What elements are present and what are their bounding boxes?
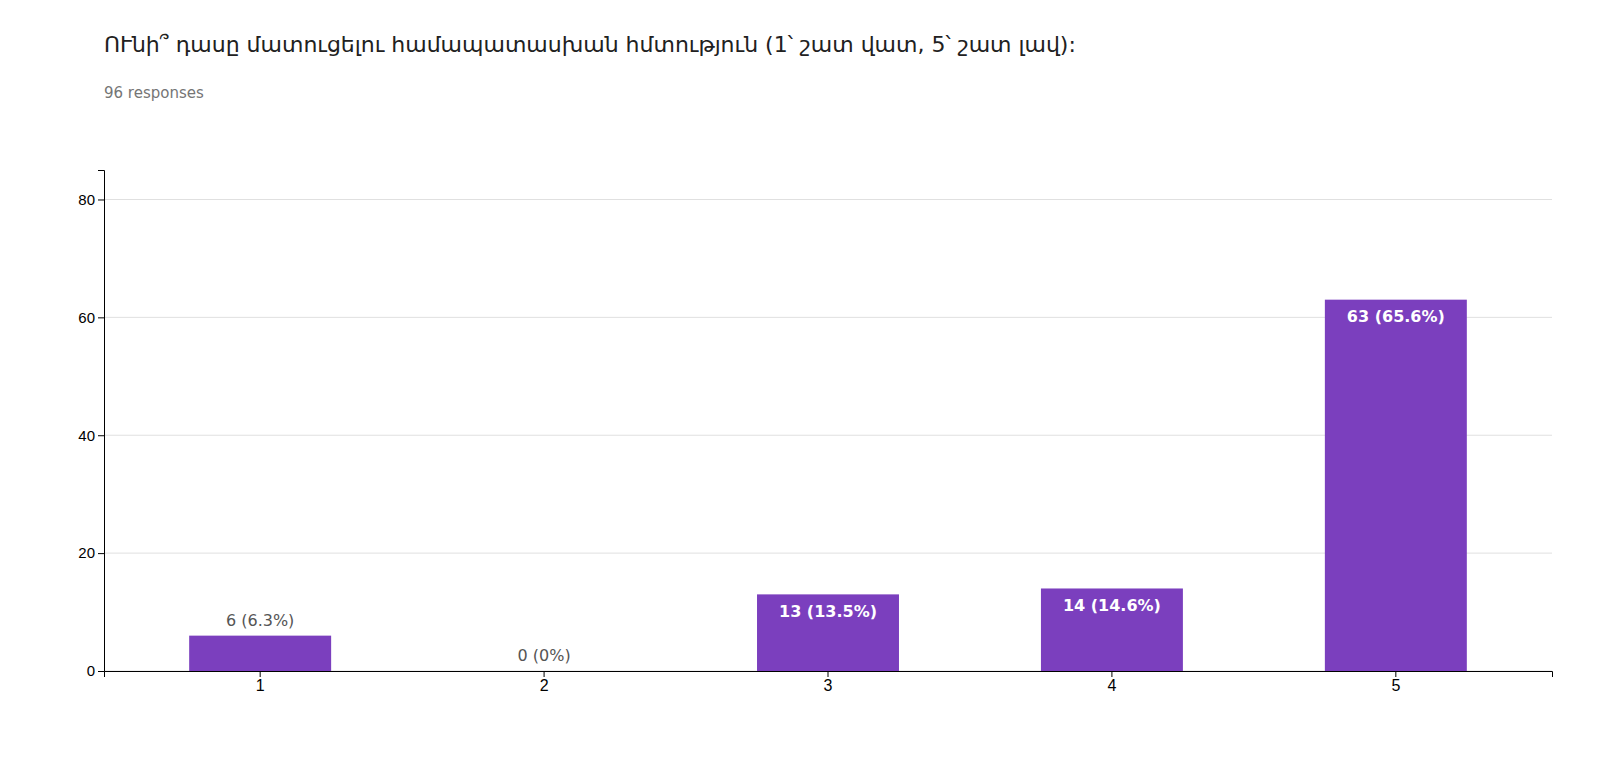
- y-tick-label: 0: [87, 662, 95, 679]
- x-tick: 2: [540, 671, 549, 694]
- x-tick-mark: [828, 671, 829, 677]
- x-tick-label: 2: [540, 677, 549, 694]
- chart: ՈՒնի՞ դասը մատուցելու համապատասխան հմտու…: [0, 0, 1600, 761]
- y-tick-mark: [98, 553, 104, 554]
- data-label: 6 (6.3%): [226, 611, 294, 630]
- bar: [757, 594, 899, 671]
- y-tick-mark: [98, 671, 104, 672]
- x-tick-mark: [544, 671, 545, 677]
- data-label: 14 (14.6%): [1063, 596, 1161, 615]
- x-tick: 3: [824, 671, 833, 694]
- data-labels: 6 (6.3%) 0 (0%) 13 (13.5%) 14 (14.6%) 63 (65…: [226, 307, 1445, 665]
- data-label: 0 (0%): [518, 646, 571, 665]
- y-tick: 40: [78, 427, 104, 444]
- y-tick-label: 60: [78, 309, 95, 326]
- y-axis-line: [98, 171, 105, 672]
- data-label: 63 (65.6%): [1347, 307, 1445, 326]
- title: ՈՒնի՞ դասը մատուցելու համապատասխան հմտու…: [104, 32, 1076, 57]
- x-tick: 5: [1391, 671, 1400, 694]
- x-tick-label: 1: [256, 677, 265, 694]
- x-tick-label: 5: [1391, 677, 1400, 694]
- y-tick-label: 40: [78, 427, 95, 444]
- plot: 0 20 40 60 80 1 2 3 4 5 6 (6.3%) 0 (0%) 13 (13.5%) 14…: [78, 171, 1552, 695]
- y-tick-label: 20: [78, 544, 95, 561]
- y-tick: 60: [78, 309, 104, 326]
- x-tick-mark: [1111, 671, 1112, 677]
- y-tick-mark: [98, 317, 104, 318]
- subtitle: 96 responses: [104, 84, 204, 102]
- bar: [1041, 588, 1183, 671]
- y-tick-mark: [98, 435, 104, 436]
- x-tick-label: 3: [824, 677, 833, 694]
- x-tick: 1: [256, 671, 265, 694]
- y-tick: 20: [78, 544, 104, 561]
- bar: [1325, 300, 1467, 671]
- x-tick-mark: [260, 671, 261, 677]
- grid-line: [104, 199, 1552, 200]
- data-label: 13 (13.5%): [779, 602, 877, 621]
- bar: [473, 671, 615, 672]
- x-axis-line: [105, 672, 1553, 678]
- x-tick: 4: [1107, 671, 1116, 694]
- y-tick-mark: [98, 199, 104, 200]
- bar: [189, 636, 331, 671]
- y-tick-label: 80: [78, 191, 95, 208]
- y-tick: 0: [87, 662, 104, 679]
- x-axis: 1 2 3 4 5: [105, 671, 1553, 694]
- x-tick-mark: [1395, 671, 1396, 677]
- bars: [189, 300, 1467, 671]
- y-tick: 80: [78, 191, 104, 208]
- y-axis: 0 20 40 60 80: [78, 171, 104, 680]
- grid: [104, 199, 1552, 671]
- x-tick-label: 4: [1107, 677, 1116, 694]
